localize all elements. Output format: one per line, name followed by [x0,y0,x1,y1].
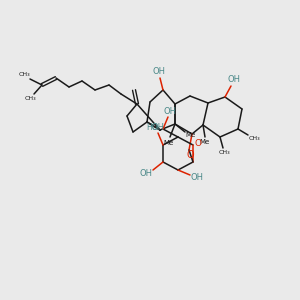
Text: OH: OH [140,169,152,178]
Text: OH: OH [164,106,176,116]
Text: OH: OH [152,68,166,76]
Text: Me: Me [200,139,210,145]
Text: HO: HO [146,122,158,131]
Text: CH₃: CH₃ [24,97,36,101]
Text: CH₃: CH₃ [218,151,230,155]
Text: CH₃: CH₃ [248,136,260,140]
Text: OH: OH [227,76,241,85]
Text: O: O [194,139,202,148]
Text: CH₃: CH₃ [18,73,30,77]
Text: Me: Me [164,140,174,146]
Text: Me: Me [186,132,196,138]
Text: O: O [186,150,194,160]
Text: OH: OH [190,172,203,182]
Text: OH: OH [152,122,164,131]
